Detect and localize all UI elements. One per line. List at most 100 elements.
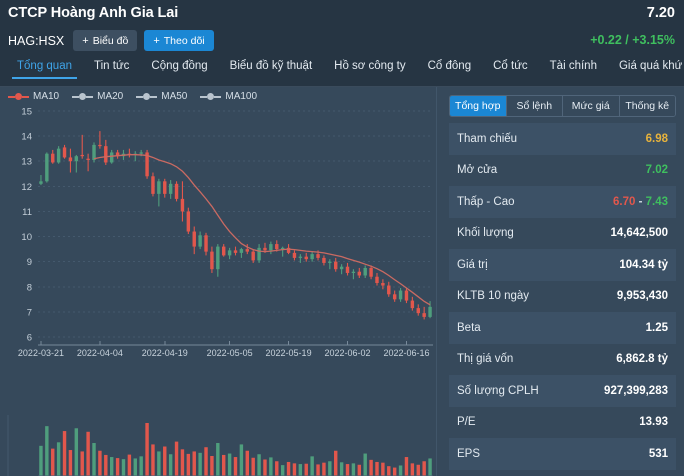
legend-item-ma20[interactable]: MA20 [72,91,123,102]
candle-body [115,152,120,157]
chart-svg: 6 7 8 9 10 11 12 13 14 15 2022-03-21 2022-04-04 2022… [7,107,433,476]
stat-value: 104.34 tỷ [619,258,668,271]
candle-body [98,144,102,147]
legend-item-ma50[interactable]: MA50 [136,91,187,102]
panel-tab-group: Tổng hợp Sổ lệnh Mức giá Thống kê [449,95,676,117]
volume-bar [375,461,379,476]
volume-bar [286,461,291,476]
candle-body [398,290,403,300]
add-watchlist-button[interactable]: + Theo dõi [144,30,214,51]
stat-value-low: 6.70 [612,195,636,208]
legend-label: MA10 [33,91,60,102]
legend-line-icon [72,95,80,98]
panel-tab-3[interactable]: Thống kê [619,96,675,116]
nav-tab-1[interactable]: Tin tức [94,60,130,72]
legend-line-icon [8,95,15,98]
volume-bar [339,462,344,476]
nav-tab-4[interactable]: Hồ sơ công ty [334,60,406,72]
candle-body [263,247,267,251]
volume-bar [204,447,208,476]
volume-bar [62,431,67,476]
candle-body [392,294,397,300]
y-axis-tick-label: 8 [27,282,32,293]
volume-bar [310,456,314,476]
add-watchlist-label: Theo dõi [163,34,205,47]
nav-tab-8[interactable]: Giá quá khứ [618,60,683,72]
legend-item-ma100[interactable]: MA100 [200,91,257,102]
nav-tab-3[interactable]: Biểu đồ kỹ thuật [229,60,313,72]
legend-label: MA20 [97,91,124,102]
candle-body [109,152,114,163]
x-axis-tick-label: 2022-04-04 [77,348,123,358]
volume-bar [428,458,432,476]
legend-item-ma10[interactable]: MA10 [8,91,59,102]
volume-bar [387,466,391,476]
panel-tab-0[interactable]: Tổng hợp [450,96,507,116]
panel-tab-1[interactable]: Sổ lệnh [506,96,563,116]
ticker-symbol: HAG:HSX [8,33,65,48]
volume-bar [410,463,415,476]
volume-bar [334,450,338,476]
stat-value: 9,953,430 [616,290,668,303]
price-volume-chart[interactable]: 6 7 8 9 10 11 12 13 14 15 2022-03-21 2022-04-04 2022… [0,105,435,476]
candle-body [381,283,385,286]
candle-body [304,256,308,260]
x-axis-tick-label: 2022-03-21 [18,348,64,358]
volume-bar [56,442,61,476]
nav-tab-2[interactable]: Cộng đồng [151,60,208,72]
add-chart-button[interactable]: + Biểu đồ [73,30,138,51]
candle-body [404,290,409,301]
stat-row: EPS 531 [449,438,676,470]
stat-row: Thị giá vốn 6,862.8 tỷ [449,344,676,376]
y-axis-tick-label: 11 [22,207,32,218]
nav-tab-7[interactable]: Tài chính [549,60,597,72]
stat-row: Mở cửa 7.02 [449,155,676,187]
volume-bar [133,458,137,476]
page-title: CTCP Hoàng Anh Gia Lai [8,5,179,21]
candle-body [45,153,49,182]
stat-value-range: 6.70 - 7.43 [613,196,668,208]
volume-bar [392,467,397,476]
chart-panel: MA10 MA20 MA50 MA100 6 7 8 9 10 11 12 13 14 15 2022-0… [0,87,435,476]
y-axis-tick-label: 13 [21,157,32,168]
stat-value-separator: - [635,195,646,208]
volume-bar [98,450,102,476]
stat-value: 927,399,283 [604,384,668,397]
x-axis-tick-label: 2022-04-19 [142,348,188,358]
stat-row: Số lượng CPLH 927,399,283 [449,375,676,407]
candle-body [168,183,173,194]
candle-body [257,247,261,261]
volume-bar [292,463,297,476]
summary-data-panel: Tổng hợp Sổ lệnh Mức giá Thống kê Tham chiế… [436,87,684,476]
nav-tab-5[interactable]: Cổ đông [427,60,472,72]
legend-line-icon [200,95,208,98]
candle-body [328,261,332,263]
stats-list: Tham chiếu 6.98 Mở cửa 7.02 Thấp - Cao 6.70 -… [449,123,676,470]
candle-body [428,306,432,317]
volume-bar [186,453,191,476]
volume-bar [45,426,49,476]
volume-bar [168,454,173,476]
panel-tab-2[interactable]: Mức giá [563,96,620,116]
volume-bar [192,451,196,476]
volume-bar [416,464,420,476]
stat-label: P/E [457,416,476,429]
candle-body [151,176,155,194]
volume-bar [216,443,220,476]
volume-bar [151,444,155,476]
volume-bar [198,452,202,476]
candle-body [74,156,79,162]
nav-tab-0[interactable]: Tổng quan [6,56,83,79]
volume-bar [251,457,255,476]
legend-line-icon [22,95,29,98]
stat-row: Giá trị 104.34 tỷ [449,249,676,281]
volume-bar [304,463,308,476]
nav-tab-6[interactable]: Cổ tức [493,60,528,72]
volume-bar [139,456,143,476]
y-axis-tick-label: 12 [21,182,32,193]
candle-body [286,247,291,253]
candle-body [92,144,96,160]
volume-bar [381,462,385,476]
stat-row: Beta 1.25 [449,312,676,344]
y-axis-tick-label: 7 [27,307,32,318]
